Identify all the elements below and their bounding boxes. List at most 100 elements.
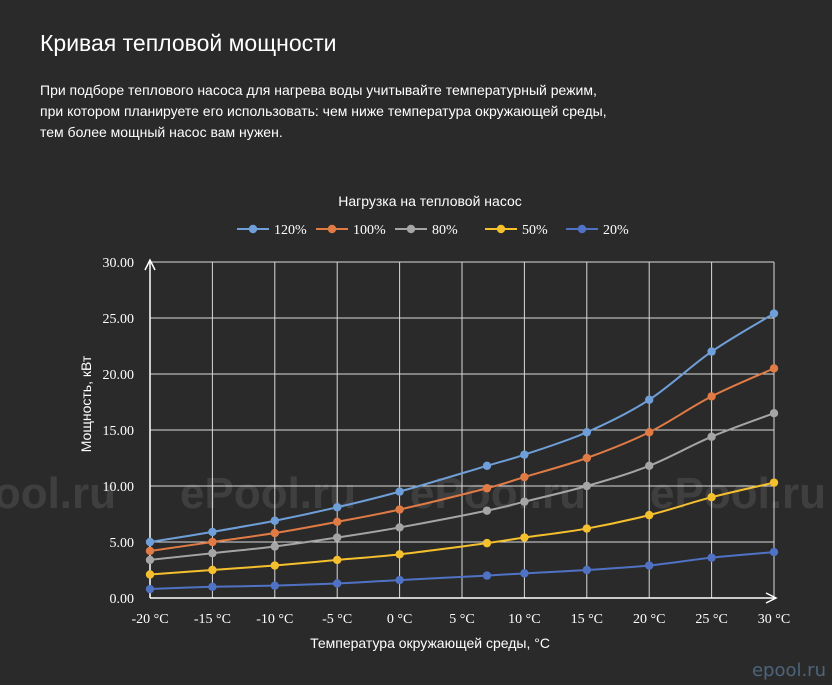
legend-swatch-marker [577, 224, 587, 234]
legend-item: 120% [237, 223, 307, 238]
data-point [582, 453, 591, 463]
data-point [520, 472, 529, 482]
data-point [520, 450, 529, 459]
data-point [333, 555, 342, 565]
watermark: ePool.ru [650, 469, 826, 518]
series-2 [145, 409, 779, 565]
data-point [208, 565, 217, 575]
data-point [582, 524, 591, 533]
intro-line: при котором планируете его использовать:… [40, 103, 607, 119]
legend-label: 100% [353, 223, 386, 238]
chart-title: Нагрузка на тепловой насос [338, 193, 522, 209]
x-tick-label: 0 °C [387, 612, 412, 627]
data-point [707, 392, 716, 401]
data-point [270, 516, 279, 525]
x-tick-label: 20 °C [633, 612, 665, 627]
data-point [145, 555, 155, 565]
intro-text: При подборе теплового насоса для нагрева… [40, 80, 660, 143]
chart-legend: 120% 100% 80% 50% 20% [237, 223, 629, 238]
data-point [520, 533, 529, 542]
data-point [707, 553, 716, 562]
x-tick-label: -10 °C [256, 612, 293, 627]
watermark: ePool.ru [0, 469, 116, 518]
y-axis-label: Мощность, кВт [78, 355, 94, 452]
data-point [395, 505, 404, 514]
y-tick-label: 25.00 [103, 312, 135, 327]
data-point [333, 533, 342, 542]
y-tick-label: 0.00 [110, 592, 135, 607]
data-point [145, 546, 155, 556]
legend-item: 100% [316, 223, 386, 238]
x-tick-label: -20 °C [131, 612, 168, 627]
watermarks: ePool.ru ePool.ru ePool.ru ePool.ru [0, 469, 826, 518]
data-point [208, 527, 217, 537]
data-point [482, 461, 492, 471]
x-axis-arrow [765, 592, 778, 604]
data-point [582, 565, 591, 575]
data-point [482, 506, 492, 515]
watermark: ePool.ru [180, 469, 356, 518]
x-tick-label: 10 °C [508, 612, 540, 627]
y-tick-label: 15.00 [103, 424, 135, 439]
y-tick-label: 10.00 [103, 480, 135, 495]
data-point [333, 579, 342, 588]
x-tick-label: 5 °C [449, 612, 474, 627]
legend-label: 20% [603, 223, 629, 238]
y-tick-label: 20.00 [103, 368, 135, 383]
data-point [482, 571, 492, 580]
chart-grid [150, 261, 775, 598]
x-tick-label: 15 °C [571, 612, 603, 627]
legend-swatch-marker [327, 224, 337, 234]
y-tick-label: 30.00 [103, 256, 135, 271]
data-point [582, 481, 591, 491]
legend-item: 20% [566, 223, 629, 238]
legend-label: 80% [432, 223, 458, 238]
data-point [145, 537, 155, 547]
x-axis-ticks: -20 °C -15 °C -10 °C -5 °C 0 °C 5 °C 10 °C 15 °… [131, 612, 790, 627]
data-point [482, 484, 492, 493]
series-4 [145, 547, 779, 594]
x-tick-label: 25 °C [695, 612, 727, 627]
data-point [645, 428, 654, 437]
data-point [769, 478, 779, 487]
data-point [707, 347, 716, 356]
page-title: Кривая тепловой мощности [40, 30, 337, 56]
data-point [707, 432, 716, 441]
legend-swatch-marker [406, 224, 416, 234]
series-3 [145, 478, 779, 579]
data-point [707, 493, 716, 502]
x-tick-label: -15 °C [194, 612, 231, 627]
data-point [520, 497, 529, 506]
legend-label: 50% [522, 223, 548, 238]
data-point [769, 364, 779, 373]
y-axis-ticks: 0.00 5.00 10.00 15.00 20.00 25.00 30.00 [103, 256, 135, 607]
y-tick-label: 5.00 [110, 536, 135, 551]
legend-item: 80% [395, 223, 458, 238]
data-point [482, 538, 492, 548]
series-1 [145, 364, 779, 556]
data-point [270, 528, 279, 538]
data-point [208, 549, 217, 558]
data-point [145, 570, 155, 579]
data-point [208, 537, 217, 547]
data-point [270, 542, 279, 551]
data-point [520, 569, 529, 578]
data-point [145, 584, 155, 594]
data-point [645, 395, 654, 404]
data-point [645, 461, 654, 471]
legend-swatch-marker [496, 224, 506, 234]
x-tick-label: -5 °C [322, 612, 352, 627]
data-point [395, 523, 404, 532]
data-point [582, 428, 591, 437]
data-point [769, 547, 779, 557]
x-axis-label: Температура окружающей среды, °С [310, 635, 550, 651]
data-point [395, 575, 404, 585]
data-point [645, 561, 654, 570]
data-point [645, 510, 654, 520]
data-point [769, 309, 779, 318]
data-point [769, 409, 779, 418]
chart-series [145, 309, 779, 594]
data-point [208, 582, 217, 591]
data-point [270, 581, 279, 590]
